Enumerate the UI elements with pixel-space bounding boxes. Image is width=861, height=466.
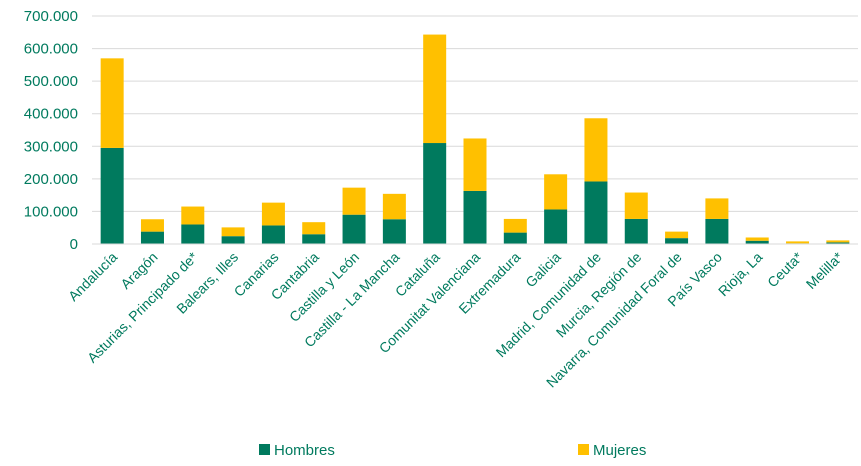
- bar-hombres: [342, 214, 366, 244]
- bar-mujeres: [382, 193, 406, 220]
- category-label: Andalucía: [65, 249, 120, 304]
- y-tick-label: 700.000: [24, 8, 78, 25]
- bar-mujeres: [665, 231, 689, 239]
- bar-hombres: [705, 218, 729, 244]
- legend-swatch: [259, 444, 270, 455]
- bar-hombres: [423, 143, 447, 244]
- bar-mujeres: [745, 237, 769, 241]
- bar-hombres: [826, 242, 850, 244]
- bar-mujeres: [261, 202, 285, 226]
- y-tick-label: 300.000: [24, 138, 78, 155]
- bar-hombres: [140, 231, 164, 244]
- bar-hombres: [624, 218, 648, 244]
- category-label: Melilla*: [803, 248, 847, 292]
- legend: Hombres Mujeres: [259, 442, 646, 459]
- bar-mujeres: [503, 218, 527, 233]
- bar-mujeres: [584, 118, 608, 182]
- bar-hombres: [745, 240, 769, 244]
- category-label: Castilla y León: [286, 249, 362, 325]
- category-label: Rioja, La: [715, 249, 766, 300]
- legend-swatch: [578, 444, 589, 455]
- bar-hombres: [181, 224, 205, 244]
- bar-mujeres: [463, 138, 487, 191]
- bar-hombres: [382, 219, 406, 244]
- y-tick-label: 200.000: [24, 171, 78, 188]
- bar-mujeres: [221, 227, 245, 237]
- bar-mujeres: [140, 219, 164, 232]
- bar-mujeres: [302, 222, 326, 235]
- bar-hombres: [463, 190, 487, 244]
- bar-mujeres: [826, 240, 850, 243]
- category-label: Ceuta*: [764, 248, 806, 290]
- bar-mujeres: [624, 192, 648, 219]
- bar-hombres: [221, 236, 245, 244]
- bar-mujeres: [705, 198, 729, 219]
- y-tick-label: 400.000: [24, 106, 78, 123]
- y-axis: 0 100.000 200.000 300.000 400.000 500.000 600.…: [24, 8, 78, 253]
- bar-mujeres: [423, 34, 447, 144]
- bar-hombres: [544, 209, 568, 244]
- bar-mujeres: [181, 206, 205, 225]
- legend-label: Mujeres: [593, 442, 646, 459]
- bar-mujeres: [544, 174, 568, 210]
- bar-mujeres: [786, 241, 810, 244]
- bar-mujeres: [100, 58, 124, 148]
- bars: [100, 34, 850, 244]
- bar-hombres: [261, 225, 285, 244]
- bar-hombres: [302, 234, 326, 244]
- y-tick-label: 100.000: [24, 203, 78, 220]
- y-tick-label: 500.000: [24, 73, 78, 90]
- y-tick-label: 600.000: [24, 41, 78, 58]
- bar-mujeres: [342, 187, 366, 215]
- bar-hombres: [665, 238, 689, 244]
- legend-label: Hombres: [274, 442, 335, 459]
- bar-hombres: [503, 232, 527, 244]
- bar-hombres: [100, 147, 124, 244]
- bar-hombres: [584, 181, 608, 244]
- y-tick-label: 0: [70, 236, 78, 253]
